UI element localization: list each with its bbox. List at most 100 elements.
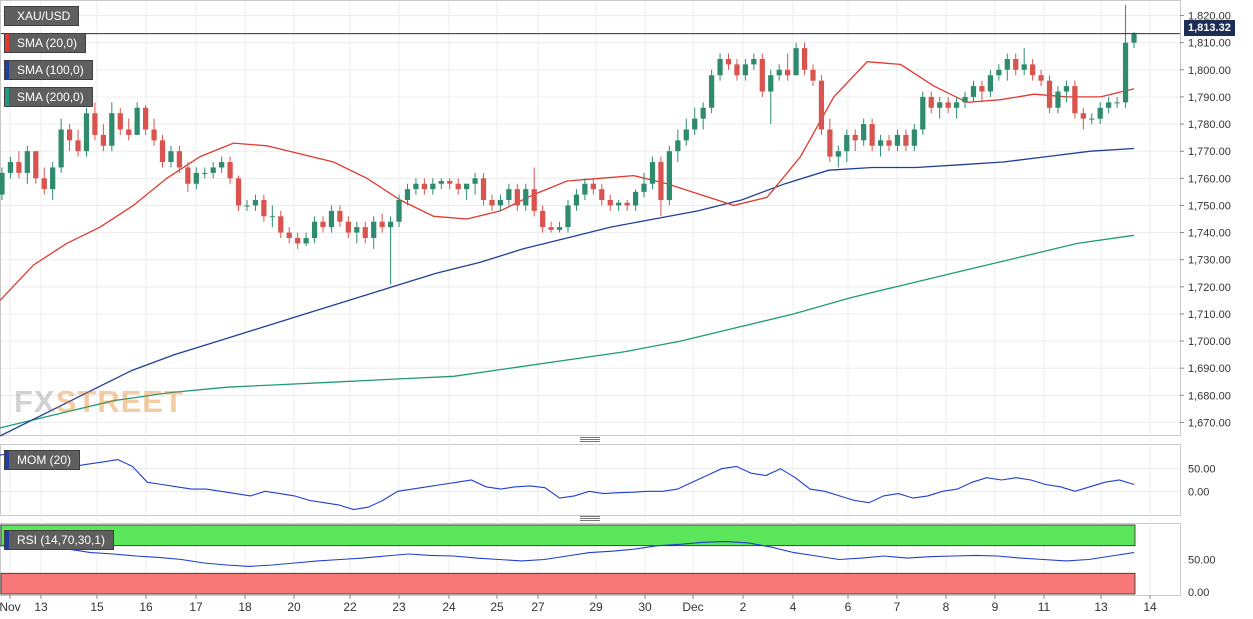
y-tick-label: 1,670.00 bbox=[1188, 417, 1231, 429]
x-tick-label: 24 bbox=[442, 600, 456, 614]
candle-down bbox=[489, 200, 495, 206]
candle-up bbox=[387, 221, 394, 228]
sma-20-line bbox=[0, 61, 1135, 301]
x-tick-label: Dec bbox=[682, 600, 703, 614]
candle-up bbox=[371, 221, 377, 238]
candle-up bbox=[303, 237, 309, 244]
candle-up bbox=[396, 200, 402, 222]
candle-up bbox=[523, 189, 529, 206]
rsi-overbought-zone bbox=[0, 524, 1136, 547]
x-tick-label: 2 bbox=[740, 600, 747, 614]
symbol-legend[interactable]: XAU/USD bbox=[4, 6, 80, 26]
x-tick-label: 14 bbox=[1143, 600, 1157, 614]
candle-down bbox=[278, 216, 284, 233]
x-tick-label: 23 bbox=[392, 600, 406, 614]
candle-down bbox=[235, 178, 242, 206]
panel-resize-handle-rsi[interactable] bbox=[580, 516, 600, 521]
candle-down bbox=[379, 221, 385, 228]
candle-down bbox=[480, 178, 487, 201]
candle-up bbox=[1131, 33, 1137, 43]
legend-rsi[interactable]: RSI (14,70,30,1) bbox=[4, 530, 115, 550]
candle-up bbox=[649, 162, 656, 184]
candle-down bbox=[151, 129, 157, 141]
legend-sma-200-label: SMA (200,0) bbox=[17, 90, 84, 104]
candle-up bbox=[776, 69, 782, 76]
candle-down bbox=[176, 151, 183, 168]
candle-up bbox=[1021, 64, 1027, 70]
candle-up bbox=[1097, 107, 1103, 119]
candle-up bbox=[83, 113, 90, 152]
candle-up bbox=[0, 172, 5, 195]
candle-up bbox=[497, 200, 504, 206]
rsi-line bbox=[0, 541, 1135, 567]
legend-sma-200[interactable]: SMA (200,0) bbox=[4, 87, 93, 107]
y-tick-label: 1,730.00 bbox=[1188, 255, 1231, 267]
candle-down bbox=[286, 232, 292, 238]
candle-up bbox=[708, 75, 715, 108]
candle-down bbox=[345, 221, 351, 233]
mom-line bbox=[0, 452, 1135, 511]
rsi-panel-frame bbox=[0, 523, 1181, 596]
candle-down bbox=[1030, 64, 1036, 76]
x-tick-label: 13 bbox=[34, 600, 48, 614]
candle-down bbox=[540, 210, 546, 228]
axes-layer: Nov 13 15 16 17 18 20 22 23 24 25 27 29 30 Dec 2 4 6 7 8 9 11… bbox=[0, 11, 1231, 614]
legend-sma-20-label: SMA (20,0) bbox=[17, 36, 78, 50]
x-tick-label: 27 bbox=[531, 600, 545, 614]
candle-down bbox=[227, 162, 233, 179]
candle-down bbox=[548, 227, 554, 230]
candle-down bbox=[100, 134, 106, 146]
candle-down bbox=[142, 107, 149, 130]
legend-sma-20[interactable]: SMA (20,0) bbox=[4, 33, 87, 53]
candle-down bbox=[590, 183, 596, 190]
candle-up bbox=[616, 202, 622, 206]
candles-layer bbox=[0, 4, 1137, 285]
candle-down bbox=[979, 86, 985, 92]
candle-up bbox=[666, 151, 672, 201]
candle-up bbox=[565, 205, 571, 228]
candle-down bbox=[658, 162, 664, 201]
candle-down bbox=[185, 167, 191, 184]
candle-up bbox=[354, 227, 360, 233]
candle-down bbox=[320, 221, 326, 228]
x-tick-label: 7 bbox=[894, 600, 901, 614]
x-tick-label: 4 bbox=[790, 600, 797, 614]
candle-down bbox=[801, 48, 808, 70]
x-tick-label: 8 bbox=[943, 600, 950, 614]
candle-up bbox=[1004, 58, 1010, 70]
candle-down bbox=[607, 200, 613, 206]
candle-up bbox=[472, 178, 478, 184]
candle-up bbox=[970, 86, 977, 97]
candle-up bbox=[953, 102, 960, 108]
x-tick-label: 9 bbox=[992, 600, 999, 614]
candle-down bbox=[117, 113, 123, 130]
legend-mom-label: MOM (20) bbox=[17, 453, 71, 467]
legend-mom[interactable]: MOM (20) bbox=[4, 450, 80, 470]
candle-up bbox=[937, 102, 943, 108]
candle-up bbox=[573, 194, 580, 206]
candle-down bbox=[66, 129, 73, 141]
candle-up bbox=[582, 183, 588, 195]
candle-up bbox=[109, 113, 115, 146]
x-tick-label: 22 bbox=[343, 600, 357, 614]
candle-down bbox=[1072, 86, 1078, 114]
legend-sma-100[interactable]: SMA (100,0) bbox=[4, 60, 93, 80]
y-tick-label: 1,720.00 bbox=[1188, 282, 1231, 294]
y-tick-label: 1,680.00 bbox=[1188, 390, 1231, 402]
candle-up bbox=[328, 210, 335, 228]
candle-down bbox=[624, 202, 630, 206]
candle-down bbox=[531, 189, 537, 211]
candle-up bbox=[793, 48, 799, 76]
moving-averages-layer bbox=[0, 61, 1135, 437]
candle-down bbox=[421, 183, 428, 190]
candle-up bbox=[962, 96, 968, 103]
panel-resize-handle-mom[interactable] bbox=[580, 437, 600, 442]
y-tick-label: 1,770.00 bbox=[1188, 146, 1231, 158]
sma-200-line bbox=[0, 234, 1135, 429]
mom-tick-label: 50.00 bbox=[1188, 464, 1216, 476]
candle-up bbox=[464, 183, 470, 190]
candle-down bbox=[33, 151, 39, 179]
candle-up bbox=[210, 167, 216, 173]
candle-up bbox=[996, 69, 1002, 76]
x-tick-label: 6 bbox=[845, 600, 852, 614]
